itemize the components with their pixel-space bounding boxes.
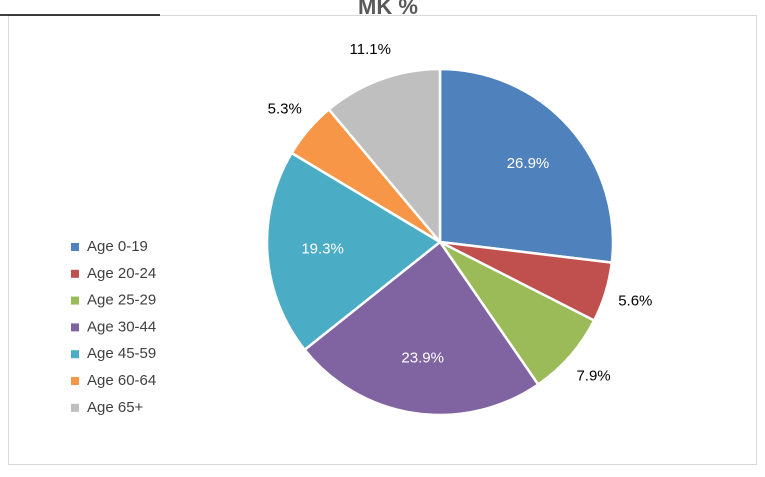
legend-swatch	[71, 323, 79, 332]
legend-label: Age 60-64	[87, 372, 156, 389]
data-label: 19.3%	[301, 241, 344, 258]
legend-swatch	[71, 403, 79, 412]
legend-swatch	[71, 350, 79, 359]
legend-swatch	[71, 269, 79, 278]
data-label: 11.1%	[350, 41, 391, 58]
chart-title: MK %	[358, 0, 418, 19]
pie-slice	[265, 151, 443, 352]
legend-label: Age 0-19	[87, 238, 148, 255]
legend-swatch	[71, 377, 79, 385]
legend-label: Age 65+	[87, 399, 144, 416]
pie-slice	[438, 67, 615, 264]
legend-label: Age 45-59	[87, 345, 156, 362]
legend-swatch	[71, 243, 79, 251]
data-label: 7.9%	[576, 367, 610, 384]
pie-slice	[302, 240, 540, 417]
data-label: 5.6%	[618, 292, 652, 309]
data-label: 26.9%	[507, 155, 550, 172]
data-label: 23.9%	[401, 349, 444, 366]
legend-label: Age 25-29	[87, 292, 156, 309]
data-label: 5.3%	[268, 100, 302, 117]
legend-label: Age 20-24	[87, 265, 156, 282]
legend-swatch	[71, 296, 79, 305]
pie-slice	[327, 67, 442, 246]
legend-label: Age 30-44	[87, 318, 156, 335]
